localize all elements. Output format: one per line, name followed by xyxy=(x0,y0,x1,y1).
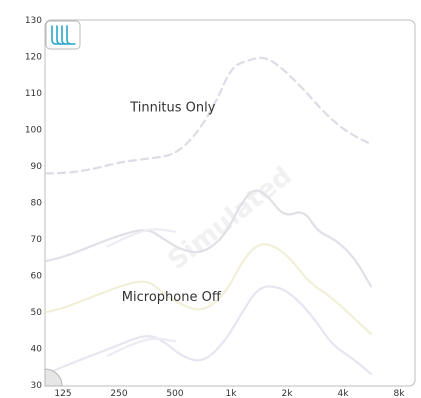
x-tick-label: 4k xyxy=(338,389,350,398)
y-tick-label: 100 xyxy=(25,126,42,136)
chart-annotation: Microphone Off xyxy=(122,290,222,305)
y-tick-label: 90 xyxy=(31,162,43,172)
series-line-4 xyxy=(106,228,177,248)
x-tick-label: 125 xyxy=(54,389,71,398)
series-line-5 xyxy=(106,337,177,357)
y-tick-label: 40 xyxy=(31,345,43,355)
x-tick-label: 2k xyxy=(282,389,294,398)
y-tick-label: 30 xyxy=(31,381,43,391)
y-axis-ticks: 30 40 50 60 70 80 90 100 110 120 130 xyxy=(25,16,42,391)
tinnitus-waves-icon xyxy=(51,25,76,45)
y-tick-label: 50 xyxy=(31,308,43,318)
tinnitus-mode-button-frame xyxy=(45,20,81,50)
x-tick-label: 1k xyxy=(226,389,238,398)
y-tick-label: 60 xyxy=(31,272,43,282)
tinnitus-mode-button[interactable] xyxy=(45,20,81,50)
series-line-1 xyxy=(45,189,373,288)
series-line-3 xyxy=(45,285,373,376)
x-axis-ticks: 125 250 500 1k 2k 4k 8k xyxy=(54,389,405,398)
x-tick-label: 250 xyxy=(110,389,127,398)
x-tick-label: 8k xyxy=(394,389,406,398)
chart-annotation: Tinnitus Only xyxy=(129,100,216,115)
annotations: Tinnitus Only Microphone Off xyxy=(122,100,222,305)
series-line-2 xyxy=(45,243,373,335)
y-tick-label: 110 xyxy=(25,89,42,99)
corner-handle[interactable] xyxy=(44,368,63,387)
y-tick-label: 80 xyxy=(31,199,43,209)
y-tick-label: 130 xyxy=(25,16,42,26)
y-tick-label: 70 xyxy=(31,235,43,245)
y-tick-label: 120 xyxy=(25,53,42,63)
x-tick-label: 500 xyxy=(166,389,183,398)
series-layer xyxy=(45,56,373,376)
